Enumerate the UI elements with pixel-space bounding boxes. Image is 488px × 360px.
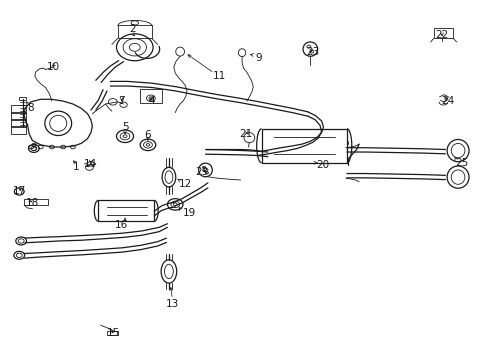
Text: 4: 4 <box>148 96 155 106</box>
Text: 14: 14 <box>84 159 97 169</box>
Text: 12: 12 <box>178 179 191 189</box>
Bar <box>140 89 161 103</box>
Text: 22: 22 <box>434 30 447 40</box>
Bar <box>24 199 48 205</box>
Bar <box>11 126 26 134</box>
Text: 7: 7 <box>118 96 124 106</box>
Text: 16: 16 <box>115 220 128 230</box>
Bar <box>19 97 26 100</box>
Text: 10: 10 <box>47 62 60 72</box>
Text: 23: 23 <box>305 46 319 57</box>
Text: 25: 25 <box>454 158 467 168</box>
Bar <box>98 201 154 221</box>
Text: 11: 11 <box>212 71 225 81</box>
Text: 18: 18 <box>26 198 39 208</box>
Bar <box>118 25 152 39</box>
Text: 8: 8 <box>27 103 34 113</box>
Text: 1: 1 <box>73 162 80 172</box>
Text: 9: 9 <box>255 53 262 63</box>
Bar <box>11 105 26 113</box>
Bar <box>11 112 26 120</box>
Text: 24: 24 <box>441 96 454 106</box>
Bar <box>433 28 452 39</box>
Text: 20: 20 <box>315 160 328 170</box>
Bar <box>107 330 118 335</box>
Text: 3: 3 <box>30 143 37 153</box>
Text: 6: 6 <box>144 130 151 140</box>
Text: 17: 17 <box>13 186 26 197</box>
Text: 15: 15 <box>107 328 120 338</box>
Text: 5: 5 <box>122 122 128 132</box>
Text: 19: 19 <box>183 208 196 218</box>
Text: 13: 13 <box>165 299 179 309</box>
Bar <box>11 119 26 127</box>
Text: 2: 2 <box>129 24 135 35</box>
Bar <box>261 129 346 163</box>
Text: 23: 23 <box>195 167 208 177</box>
Text: 21: 21 <box>238 129 252 139</box>
